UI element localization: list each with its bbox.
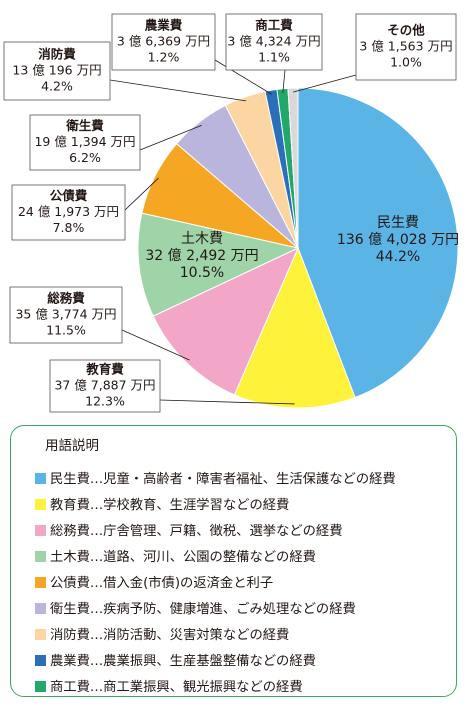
slice-percent: 1.2% (148, 50, 180, 65)
slice-amount: 24 億 1,973 万円 (18, 204, 119, 219)
pie-slice (233, 246, 356, 409)
label-box (111, 13, 216, 71)
slice-percent: 4.2% (41, 79, 73, 94)
leader-line (109, 79, 247, 102)
slice-amount: 3 億 1,563 万円 (359, 39, 452, 54)
slice-amount: 19 億 1,394 万円 (34, 134, 135, 149)
slice-percent: 1.1% (258, 50, 290, 65)
slice-amount: 37 億 7,887 万円 (54, 378, 155, 393)
swatch (35, 525, 46, 536)
label-box (11, 184, 126, 241)
glossary-item: 総務費…庁舎管理、戸籍、徴税、選挙などの経費 (35, 520, 343, 539)
pie-slice (287, 87, 299, 249)
glossary-item: 農業費…農業振興、生産基盤整備などの経費 (35, 650, 316, 669)
leader-line (292, 74, 357, 93)
leader-line (124, 177, 159, 211)
slice-amount: 13 億 196 万円 (12, 63, 101, 78)
swatch (35, 655, 46, 666)
leader-line (121, 329, 190, 361)
glossary-text: 公債費…借入金(市債)の返済金と利子 (50, 576, 274, 591)
slice-amount: 3 億 4,324 万円 (227, 34, 320, 49)
slice-amount: 35 億 3,774 万円 (15, 307, 116, 322)
glossary-text: 消防費…消防活動、災害対策などの経費 (50, 628, 290, 643)
pie-slice (137, 212, 300, 317)
slice-label: 136 億 4,028 万円 (337, 232, 459, 248)
slice-percent: 6.2% (69, 150, 101, 165)
slice-amount: 3 億 6,369 万円 (117, 34, 210, 49)
slice-label: 32 億 2,492 万円 (145, 248, 258, 264)
glossary-text: 商工費…商工業振興、観光振興などの経費 (50, 680, 303, 695)
label-box (9, 286, 123, 344)
swatch (35, 473, 46, 484)
slice-name: 総務費 (47, 291, 85, 306)
slice-name: 農業費 (145, 18, 183, 33)
label-box (3, 41, 111, 101)
slice-name: その他 (387, 23, 425, 38)
label-box (225, 13, 323, 71)
swatch (35, 681, 46, 692)
swatch (35, 603, 46, 614)
slice-label: 土木費 (181, 231, 223, 247)
leader-line (282, 69, 286, 93)
glossary-text: 民生費…児童・高齢者・障害者福祉、生活保護などの経費 (50, 472, 396, 487)
slice-label: 44.2% (376, 249, 420, 265)
slice-name: 衛生費 (65, 118, 104, 133)
label-box (355, 13, 457, 81)
swatch (35, 499, 46, 510)
leader-line (214, 59, 272, 95)
slice-percent: 12.3% (85, 394, 125, 409)
swatch (35, 629, 46, 640)
label-box (29, 114, 141, 171)
glossary-title: 用語説明 (45, 438, 99, 454)
glossary-text: 総務費…庁舎管理、戸籍、徴税、選挙などの経費 (50, 524, 343, 539)
glossary-item: 商工費…商工業振興、観光振興などの経費 (35, 676, 303, 695)
glossary-text: 教育費…学校教育、生涯学習などの経費 (50, 498, 290, 513)
glossary-text: 衛生費…疾病予防、健康増進、ごみ処理などの経費 (50, 602, 356, 617)
pie-slice (152, 246, 299, 396)
slice-percent: 1.0% (390, 55, 422, 70)
glossary-item: 消防費…消防活動、災害対策などの経費 (35, 624, 289, 643)
leader-line (139, 124, 202, 151)
slice-percent: 7.8% (53, 220, 85, 235)
glossary-item: 教育費…学校教育、生涯学習などの経費 (35, 494, 289, 513)
slice-percent: 11.5% (46, 323, 86, 338)
leader-line (159, 399, 295, 405)
slice-name: 消防費 (38, 47, 76, 62)
glossary-text: 土木費…道路、河川、公園の整備などの経費 (50, 550, 316, 565)
glossary-item: 公債費…借入金(市債)の返済金と利子 (35, 572, 273, 591)
swatch (35, 551, 46, 562)
slice-name: 公債費 (50, 188, 88, 203)
swatch (35, 577, 46, 588)
glossary-item: 衛生費…疾病予防、健康増進、ごみ処理などの経費 (35, 598, 356, 617)
glossary-item: 民生費…児童・高齢者・障害者福祉、生活保護などの経費 (35, 468, 396, 487)
slice-name: 教育費 (85, 362, 124, 377)
glossary-text: 農業費…農業振興、生産基盤整備などの経費 (50, 654, 316, 669)
slice-label: 10.5% (180, 265, 224, 281)
pie-slice (297, 87, 459, 399)
glossary: 用語説明 民生費…児童・高齢者・障害者福祉、生活保護などの経費 教育費…学校教育、… (10, 425, 457, 697)
label-box (49, 359, 161, 413)
slice-label: 民生費 (377, 215, 419, 231)
glossary-item: 土木費…道路、河川、公園の整備などの経費 (35, 546, 316, 565)
slice-name: 商工費 (255, 18, 293, 33)
